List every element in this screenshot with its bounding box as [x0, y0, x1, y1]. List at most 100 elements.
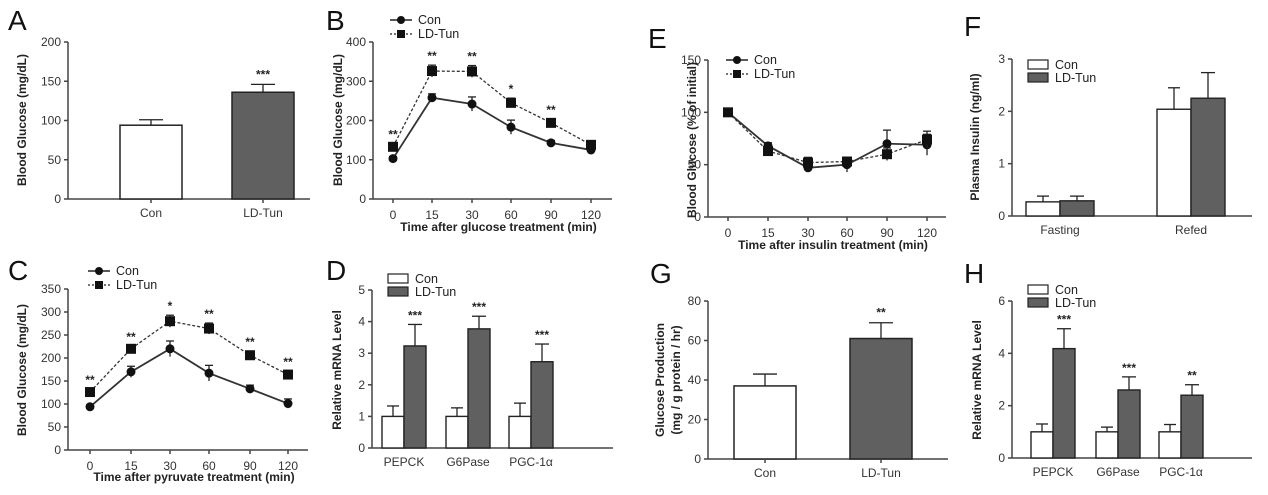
- significance-marker: **: [427, 49, 437, 63]
- legend-swatch-ldtun: [1027, 72, 1049, 83]
- legend-label-con: Con: [754, 53, 777, 67]
- significance-marker: **: [546, 103, 556, 117]
- legend-label-ldtun: LD-Tun: [1055, 296, 1096, 310]
- data-point-con: [245, 384, 255, 394]
- data-point-ldtun: [723, 107, 733, 118]
- y-tick-label: 0: [359, 192, 366, 206]
- y-tick-label: 0: [694, 210, 701, 224]
- bar-ldtun: [1059, 200, 1095, 217]
- x-axis-label: Time after glucose treatment (min): [400, 220, 597, 234]
- x-tick-label: LD-Tun: [861, 466, 901, 480]
- significance-marker: ***: [256, 67, 270, 81]
- x-tick-label: 0: [87, 459, 94, 473]
- significance-marker: **: [876, 306, 886, 320]
- significance-marker: **: [388, 128, 398, 142]
- y-tick-label: 100: [41, 397, 61, 411]
- legend-label-ldtun: LD-Tun: [418, 27, 459, 41]
- x-axis-label: Time after insulin treatment (min): [738, 238, 928, 252]
- panel-letter: H: [964, 258, 984, 289]
- data-point-con: [546, 138, 556, 148]
- legend-swatch-ldtun: [1027, 297, 1049, 308]
- panel-letter: B: [326, 5, 345, 36]
- y-tick-label: 60: [688, 334, 702, 348]
- data-point-con: [427, 93, 437, 103]
- legend-marker-con: [95, 267, 103, 275]
- x-tick-label: 15: [124, 459, 138, 473]
- y-tick-label: 0: [358, 441, 365, 455]
- bar-ldtun: [849, 337, 913, 460]
- x-tick-label: 30: [801, 226, 815, 240]
- panel-letter: A: [8, 5, 27, 36]
- legend-label-ldtun: LD-Tun: [415, 285, 456, 299]
- y-tick-label: 100: [346, 153, 366, 167]
- data-point-ldtun: [245, 350, 255, 361]
- y-tick-label: 2: [358, 378, 365, 392]
- panel-letter: G: [650, 258, 672, 289]
- data-point-ldtun: [427, 66, 437, 77]
- x-tick-label: 60: [504, 208, 518, 222]
- x-tick-label: 60: [202, 459, 216, 473]
- legend-marker-ldtun: [397, 30, 405, 38]
- y-tick-label: 150: [41, 374, 61, 388]
- y-tick-label: 200: [41, 35, 61, 49]
- y-tick-label: 300: [41, 305, 61, 319]
- series-line-ldtun: [89, 320, 289, 393]
- y-axis-label: Relative mRNA Level: [330, 310, 344, 430]
- y-tick-label: 300: [346, 74, 366, 88]
- data-point-con: [165, 344, 175, 354]
- x-tick-label: 120: [278, 459, 298, 473]
- y-tick-label: 200: [41, 351, 61, 365]
- y-axis-label-2: (mg / g protein / hr): [669, 325, 683, 434]
- data-point-con: [506, 122, 516, 132]
- bar-con: [1030, 431, 1054, 459]
- x-tick-label: 15: [425, 208, 439, 222]
- legend-label-con: Con: [1055, 58, 1078, 72]
- x-tick-label: 0: [725, 226, 732, 240]
- bar-ldtun: [467, 328, 491, 449]
- series-line-ldtun: [392, 70, 592, 148]
- bar-ldtun: [403, 345, 427, 449]
- data-point-con: [126, 367, 136, 377]
- bar-con: [1095, 431, 1119, 459]
- bar-ldtun: [231, 91, 295, 200]
- series-line-con: [89, 347, 289, 408]
- x-tick-label: PGC-1α: [509, 455, 553, 469]
- data-point-ldtun: [126, 343, 136, 354]
- legend-swatch-con: [387, 273, 409, 284]
- significance-marker: ***: [408, 308, 422, 322]
- y-tick-label: 400: [346, 35, 366, 49]
- y-tick-label: 6: [998, 294, 1005, 308]
- y-tick-label: 50: [48, 153, 62, 167]
- legend-label-ldtun: LD-Tun: [754, 67, 795, 81]
- bar-ldtun: [1117, 389, 1141, 459]
- legend-label-con: Con: [1055, 283, 1078, 297]
- y-tick-label: 5: [358, 283, 365, 297]
- significance-marker: ***: [1122, 361, 1136, 375]
- bar-ldtun: [1180, 394, 1204, 459]
- data-point-ldtun: [586, 139, 596, 150]
- y-axis-label: Relative mRNA Level: [970, 320, 984, 440]
- bar-con: [1158, 431, 1182, 459]
- significance-marker: ***: [535, 328, 549, 342]
- significance-marker: *: [509, 82, 514, 96]
- y-tick-label: 20: [688, 413, 702, 427]
- y-tick-label: 250: [41, 328, 61, 342]
- data-point-ldtun: [388, 141, 398, 152]
- data-point-ldtun: [803, 157, 813, 168]
- y-axis-label: Blood Glucose (% of initial): [685, 62, 699, 218]
- x-tick-label: 90: [544, 208, 558, 222]
- data-point-con: [388, 154, 398, 164]
- legend-label-con: Con: [418, 13, 441, 27]
- y-tick-label: 1: [358, 409, 365, 423]
- y-tick-label: 0: [694, 452, 701, 466]
- panel-g: G 0 20 40 60 80 Glucose Production (mg / g prot…: [650, 258, 948, 480]
- bar-ldtun: [530, 361, 554, 449]
- legend-marker-con: [397, 16, 405, 24]
- x-tick-label: Con: [140, 206, 162, 220]
- significance-marker: **: [204, 307, 214, 321]
- x-tick-label: 120: [917, 226, 937, 240]
- significance-marker: **: [245, 335, 255, 349]
- x-tick-label: PEPCK: [1033, 465, 1074, 479]
- y-tick-label: 150: [41, 74, 61, 88]
